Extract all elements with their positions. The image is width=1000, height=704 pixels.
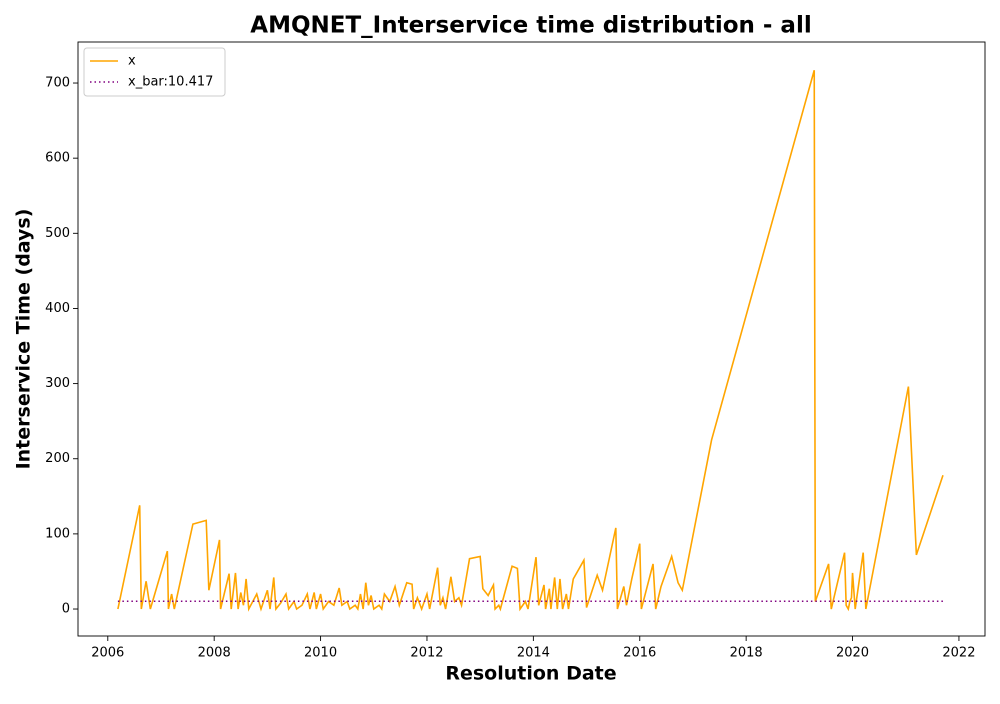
legend-label: x_bar:10.417	[128, 75, 213, 90]
x-tick-label: 2020	[836, 646, 869, 661]
y-tick-label: 600	[45, 151, 70, 166]
y-tick-label: 400	[45, 301, 70, 316]
plot-frame	[77, 41, 986, 637]
y-axis-label: Interservice Time (days)	[13, 209, 35, 470]
x-tick-label: 2006	[91, 646, 124, 661]
x-tick-label: 2022	[942, 646, 975, 661]
chart-title: AMQNET_Interservice time distribution - …	[250, 13, 811, 39]
x-tick-label: 2016	[623, 646, 656, 661]
legend-box	[83, 47, 226, 97]
y-tick-label: 700	[45, 76, 70, 91]
x-tick-label: 2018	[730, 646, 763, 661]
y-tick-label: 500	[45, 226, 70, 241]
y-tick-label: 300	[45, 376, 70, 391]
x-tick-label: 2008	[198, 646, 231, 661]
x-tick-label: 2012	[410, 646, 443, 661]
y-tick-label: 200	[45, 451, 70, 466]
x-tick-label: 2014	[517, 646, 550, 661]
series-line	[117, 70, 944, 612]
x-axis-label: Resolution Date	[445, 663, 616, 685]
y-tick-label: 0	[62, 602, 70, 617]
x-tick-label: 2010	[304, 646, 337, 661]
legend-label: x	[128, 54, 136, 69]
y-tick-label: 100	[45, 526, 70, 541]
